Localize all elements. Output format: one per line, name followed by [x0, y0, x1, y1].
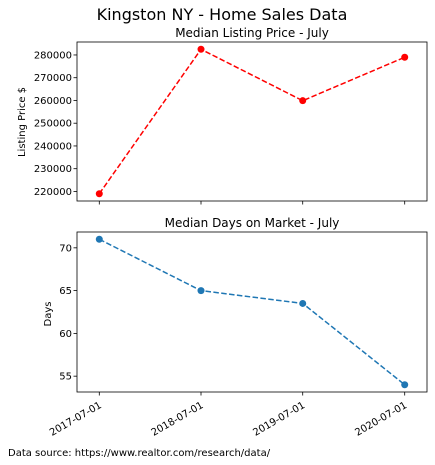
chart-title: Median Listing Price - July — [175, 26, 329, 40]
series-line — [98, 48, 406, 195]
data-point — [401, 53, 409, 61]
y-axis-ticks: 220000 230000 240000 250000 260000 270000 2800… — [34, 50, 77, 198]
chart-listing-price: Median Listing Price - July Listing Pric… — [17, 26, 428, 205]
figure-title: Kingston NY - Home Sales Data — [97, 5, 348, 24]
plot-frame — [76, 41, 428, 202]
y-tick-label: 280000 — [34, 50, 72, 61]
y-tick-label: 270000 — [34, 73, 72, 84]
y-axis-ticks: 55 60 65 70 — [59, 243, 77, 383]
chart-days-on-market: Median Days on Market - July Days 55 60 65… — [43, 216, 428, 439]
x-tick-label: 2018-07-01 — [150, 400, 206, 439]
series-line — [98, 238, 406, 386]
data-point — [95, 235, 103, 243]
data-point — [299, 299, 307, 307]
series-area — [95, 45, 409, 198]
y-tick-label: 65 — [59, 286, 72, 297]
plot-frame — [76, 231, 428, 393]
y-axis-label: Listing Price $ — [17, 87, 28, 157]
y-tick-label: 220000 — [34, 187, 72, 198]
y-axis-label: Days — [43, 302, 54, 327]
y-tick-label: 260000 — [34, 96, 72, 107]
x-tick-label: 2019-07-01 — [251, 400, 307, 439]
data-point — [95, 190, 103, 198]
y-tick-label: 70 — [59, 243, 72, 254]
y-tick-label: 250000 — [34, 119, 72, 130]
y-tick-label: 240000 — [34, 141, 72, 152]
data-point — [299, 97, 307, 105]
x-axis-ticks: 2017-07-01 2018-07-01 2019-07-01 2020-07-01 — [48, 392, 409, 439]
chart-title: Median Days on Market - July — [165, 216, 340, 230]
data-point — [197, 45, 205, 53]
x-tick-label: 2020-07-01 — [353, 400, 409, 439]
series-area — [95, 235, 409, 389]
y-tick-label: 60 — [59, 329, 72, 340]
y-tick-label: 230000 — [34, 164, 72, 175]
data-point — [197, 287, 205, 295]
x-tick-label: 2017-07-01 — [48, 400, 104, 439]
data-source-note: Data source: https://www.realtor.com/res… — [8, 448, 271, 459]
x-axis-ticks — [98, 201, 406, 205]
y-tick-label: 55 — [59, 372, 72, 383]
data-point — [401, 381, 409, 389]
